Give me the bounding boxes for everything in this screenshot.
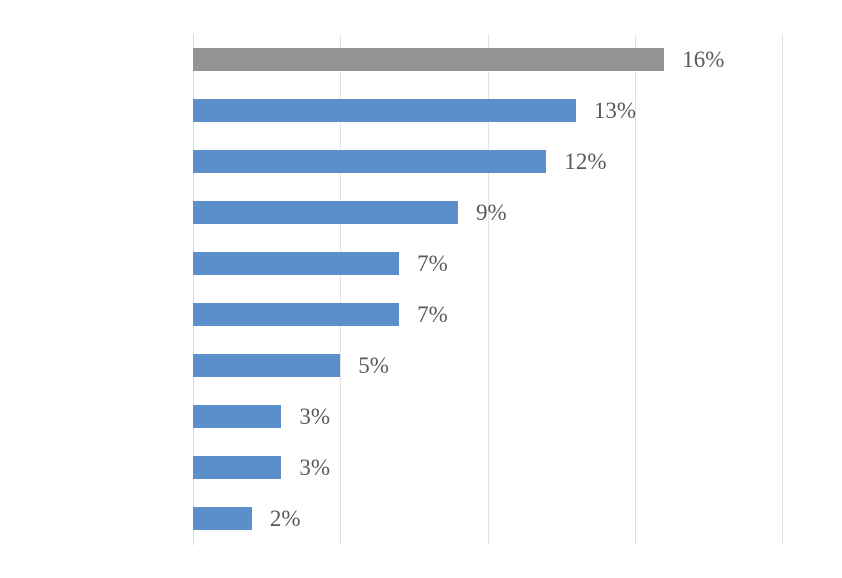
bar-row: 社区3%	[193, 442, 782, 493]
bar-value-label: 7%	[417, 302, 448, 327]
bar	[193, 252, 400, 275]
gridline	[340, 34, 342, 545]
bar-value-label: 5%	[358, 353, 389, 378]
gridline	[634, 34, 636, 545]
bar	[193, 456, 282, 479]
bar-row: 社会贡献9%	[193, 187, 782, 238]
bar-value-label: 16%	[682, 47, 725, 72]
bar-row: 社会舆论7%	[193, 289, 782, 340]
bar-value-label: 3%	[299, 455, 331, 480]
bar-row: 股东2%	[193, 493, 782, 544]
bar-row: 公益12%	[193, 136, 782, 187]
bar-value-label: 12%	[564, 149, 607, 174]
bar	[193, 354, 341, 377]
bar-value-label: 9%	[476, 200, 507, 225]
bar	[193, 201, 459, 224]
category-axis-line	[193, 34, 194, 545]
gridline	[782, 34, 783, 545]
gridline	[487, 34, 489, 545]
bar-value-label: 7%	[417, 251, 448, 276]
plot-area: 社会责任16%员工13%公益12%社会贡献9%客户7%社会舆论7%政府5%供应商…	[193, 34, 783, 545]
bar-value-label: 2%	[269, 506, 301, 531]
bar-row: 供应商3%	[193, 391, 782, 442]
bar	[193, 303, 400, 326]
bar	[193, 405, 282, 428]
bar-row: 员工13%	[193, 85, 782, 136]
bar-row: 社会责任16%	[193, 34, 782, 85]
bar-row: 政府5%	[193, 340, 782, 391]
bar-row: 客户7%	[193, 238, 782, 289]
bar	[193, 150, 547, 173]
bar	[193, 507, 252, 530]
bar-value-label: 3%	[299, 404, 331, 429]
bar-value-label: 13%	[593, 98, 637, 123]
bar	[193, 99, 576, 122]
bar	[193, 48, 665, 71]
